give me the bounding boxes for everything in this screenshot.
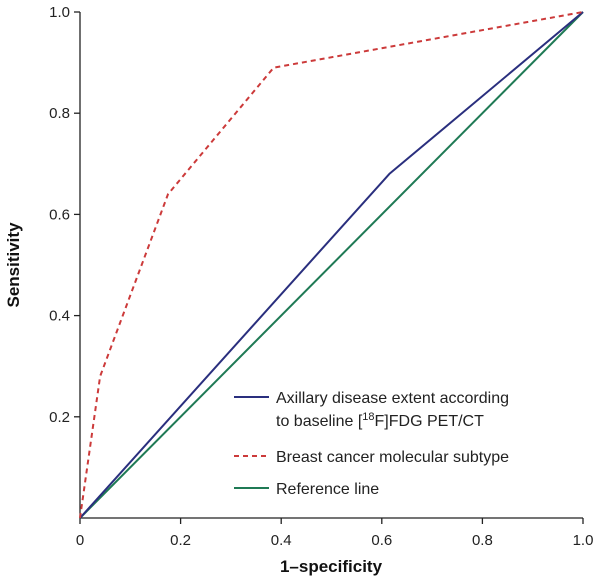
y-tick-label: 1.0 (49, 4, 70, 21)
legend-label-reference: Reference line (276, 481, 379, 498)
legend-label-axillary-part-a: to baseline [ (276, 413, 363, 430)
legend-label-axillary-line2: to baseline [18F]FDG PET/CT (276, 411, 484, 430)
axis-ticks: 0 0.2 0.4 0.6 0.8 1.0 0.2 0.4 0.6 0.8 1.0 (49, 4, 593, 549)
y-tick-label: 0.8 (49, 105, 70, 122)
series-line-axillary (79, 11, 584, 519)
series-line-reference (79, 11, 584, 519)
x-tick-label: 0.4 (271, 532, 292, 549)
series-line-molecular (79, 11, 584, 519)
x-tick-label: 0.2 (170, 532, 191, 549)
x-axis-title: 1–specificity (280, 557, 383, 576)
x-tick-label: 0 (76, 532, 84, 549)
legend-label-molecular: Breast cancer molecular subtype (276, 449, 509, 466)
legend-label-axillary-part-b: F]FDG PET/CT (375, 413, 485, 430)
legend: Axillary disease extent according to bas… (234, 390, 509, 498)
x-tick-label: 0.8 (472, 532, 493, 549)
legend-entry-molecular: Breast cancer molecular subtype (234, 449, 509, 466)
y-tick-label: 0.6 (49, 206, 70, 223)
y-tick-label: 0.4 (49, 308, 70, 325)
legend-label-axillary-superscript: 18 (362, 411, 374, 423)
y-tick-label: 0.2 (49, 409, 70, 426)
legend-label-axillary-line1: Axillary disease extent according (276, 390, 509, 407)
y-axis-title: Sensitivity (4, 222, 23, 308)
x-tick-label: 1.0 (573, 532, 594, 549)
series-layer (79, 11, 584, 519)
legend-entry-axillary: Axillary disease extent according to bas… (234, 390, 509, 430)
x-tick-label: 0.6 (371, 532, 392, 549)
legend-entry-reference: Reference line (234, 481, 379, 498)
